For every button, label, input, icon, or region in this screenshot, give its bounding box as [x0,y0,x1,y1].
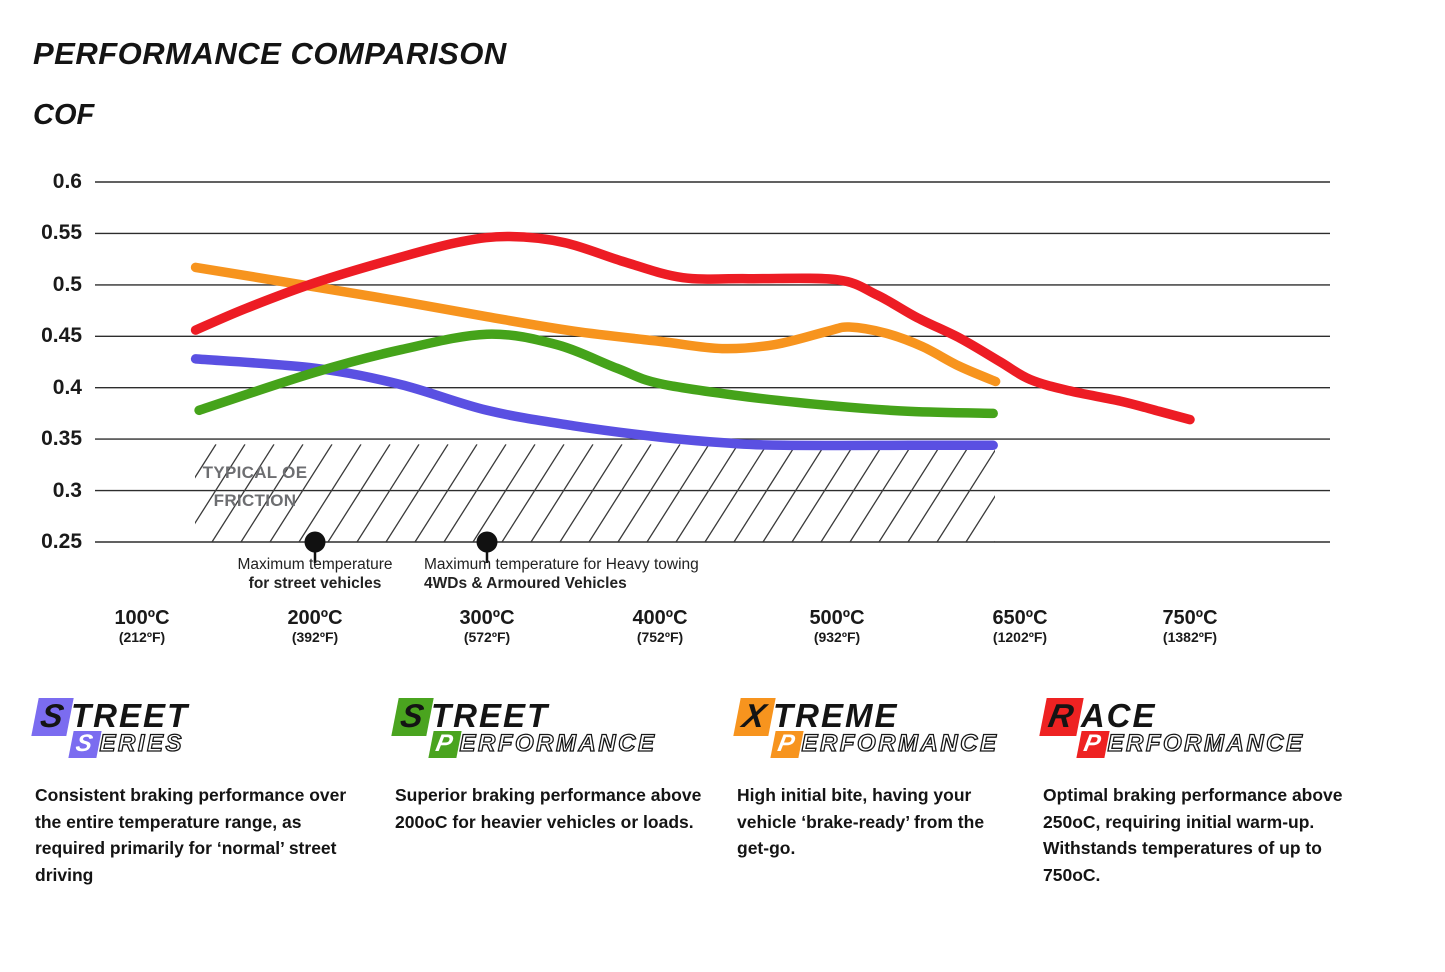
x-tick-fahrenheit: (572ºF) [463,629,511,645]
series-logo: XTREME PERFORMANCE [733,697,1017,758]
logo-word1: RACE [1039,697,1373,736]
x-tick-fahrenheit: (1382ºF) [1162,629,1218,645]
legend-item-street-performance: STREET PERFORMANCE Superior braking perfor… [391,697,720,835]
x-tick-fahrenheit: (932ºF) [813,629,861,645]
legend-description: High initial bite, having your vehicle ‘… [737,785,985,858]
oe-friction-label-line1: TYPICAL OE [202,463,308,482]
logo-color-patch: X [733,697,776,736]
series-line-street-performance [194,329,998,419]
legend-item-race-performance: RACE PERFORMANCE Optimal braking performan… [1039,697,1373,888]
x-tick-celsius: 500ºC [809,607,865,629]
annotation-line2: for street vehicles [248,574,382,592]
series-line-xtreme-performance [190,262,1001,387]
series-logo: STREET PERFORMANCE [391,697,720,758]
annotation-line1: Maximum temperature [237,556,393,573]
oe-friction-label-line2: FRICTION [213,491,297,510]
x-tick-fahrenheit: (392ºF) [291,629,339,645]
series-line-race-performance [190,231,1195,425]
x-tick-400c: 400ºC (752ºF) [595,607,725,646]
annotation-heavy-towing: Maximum temperature for Heavy towing 4WD… [424,556,744,593]
logo-word2: PERFORMANCE [770,730,1017,758]
legend-item-xtreme-performance: XTREME PERFORMANCE High initial bite, havi… [733,697,1017,862]
logo-color-patch: P [1076,730,1110,758]
y-tick-0.25: 0.25 [41,530,82,553]
logo-color-patch: S [391,697,434,736]
x-tick-fahrenheit: (752ºF) [636,629,684,645]
logo-color-patch: S [31,697,74,736]
oe-friction-hatch [195,444,995,542]
y-tick-0.3: 0.3 [52,478,82,502]
annotation-dot-1 [304,531,326,553]
y-tick-0.6: 0.6 [52,170,82,193]
series-logo: STREET SERIES [31,697,370,758]
legend-item-street-series: STREET SERIES Consistent braking performan… [31,697,370,888]
x-tick-celsius: 300ºC [459,607,515,629]
y-axis-title: COF [33,99,95,131]
annotation-line1: Maximum temperature for Heavy towing [424,556,699,573]
annotation-line2: 4WDs & Armoured Vehicles [424,574,627,592]
logo-color-patch: R [1039,697,1084,736]
series-line-street-series [190,354,998,451]
x-tick-celsius: 400ºC [632,607,688,629]
annotation-dot-2 [476,531,498,553]
x-tick-celsius: 100ºC [114,607,170,629]
logo-word2: PERFORMANCE [1076,730,1373,758]
logo-word1: STREET [31,697,370,736]
x-tick-500c: 500ºC (932ºF) [772,607,902,646]
y-tick-0.45: 0.45 [41,324,82,348]
x-tick-750c: 750ºC (1382ºF) [1125,607,1255,646]
x-tick-200c: 200ºC (392ºF) [250,607,380,646]
x-tick-celsius: 650ºC [992,607,1048,629]
logo-color-patch: P [770,730,804,758]
oe-friction-band-label: TYPICAL OE FRICTION [185,459,325,515]
gridlines [95,181,1330,543]
logo-color-patch: S [68,730,102,758]
x-tick-100c: 100ºC (212ºF) [77,607,207,646]
y-tick-0.55: 0.55 [41,221,82,245]
legend-description: Optimal braking performance above 250oC,… [1043,785,1343,885]
logo-word2: SERIES [68,730,370,758]
x-tick-650c: 650ºC (1202ºF) [955,607,1085,646]
y-tick-0.4: 0.4 [52,375,82,399]
performance-chart [95,181,1330,563]
y-tick-0.5: 0.5 [52,272,82,296]
x-tick-300c: 300ºC (572ºF) [422,607,552,646]
x-tick-fahrenheit: (1202ºF) [992,629,1048,645]
logo-word1: STREET [391,697,720,736]
annotation-street-vehicles: Maximum temperature for street vehicles [210,556,420,593]
logo-word2: PERFORMANCE [428,730,720,758]
legend-description: Consistent braking performance over the … [35,785,347,885]
series-logo: RACE PERFORMANCE [1039,697,1373,758]
x-tick-celsius: 200ºC [287,607,343,629]
logo-color-patch: P [428,730,462,758]
page-title: PERFORMANCE COMPARISON [33,36,507,71]
x-tick-celsius: 750ºC [1162,607,1218,629]
legend-description: Superior braking performance above 200oC… [395,785,702,832]
y-tick-0.35: 0.35 [41,427,82,451]
logo-word1: XTREME [733,697,1017,736]
x-tick-fahrenheit: (212ºF) [118,629,166,645]
